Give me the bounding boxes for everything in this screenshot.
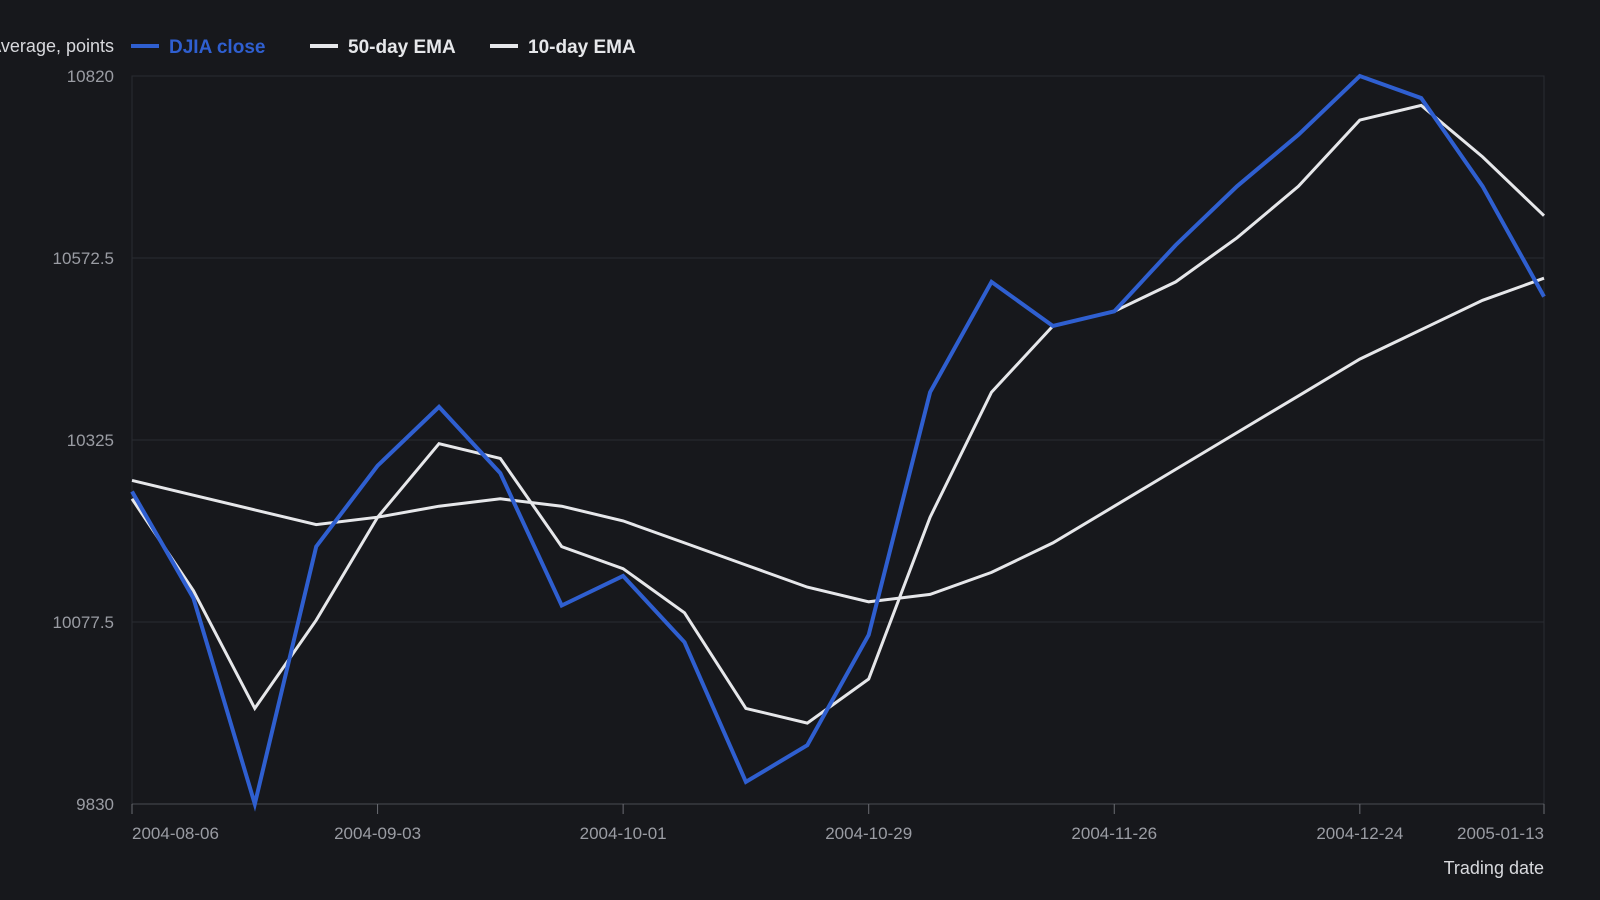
y-tick-label: 10325	[67, 431, 114, 450]
x-tick-label: 2004-10-01	[580, 824, 667, 843]
x-axis-title: Trading date	[1444, 858, 1544, 878]
legend: DJIA close 50-day EMA 10-day EMA	[131, 37, 636, 58]
axes: 10820 10572.5 10325 10077.5 9830 2004-08-06 20…	[0, 36, 1545, 878]
legend-label-10-day-ema: 10-day EMA	[528, 37, 636, 58]
y-tick-label: 10572.5	[53, 249, 114, 268]
series-line-10-day-ema	[130, 103, 1546, 725]
legend-label-50-day-ema: 50-day EMA	[348, 37, 456, 58]
series-line-djia-close	[130, 73, 1546, 812]
y-tick-label: 9830	[76, 795, 114, 814]
x-tick-label: 2004-10-29	[825, 824, 912, 843]
x-tick-label: 2005-01-13	[1457, 824, 1544, 843]
legend-label-djia-close: DJIA close	[169, 37, 265, 58]
x-tick-label: 2004-08-06	[132, 824, 219, 843]
x-tick-label: 2004-11-26	[1071, 824, 1157, 843]
y-tick-label: 10820	[67, 67, 114, 86]
series	[130, 73, 1546, 812]
series-line-50-day-ema	[131, 276, 1545, 604]
y-axis-title: Dow Jones Industrial Average, points	[0, 36, 114, 56]
x-tick-label: 2004-12-24	[1316, 824, 1403, 843]
x-tick-label: 2004-09-03	[334, 824, 421, 843]
y-tick-label: 10077.5	[53, 613, 114, 632]
